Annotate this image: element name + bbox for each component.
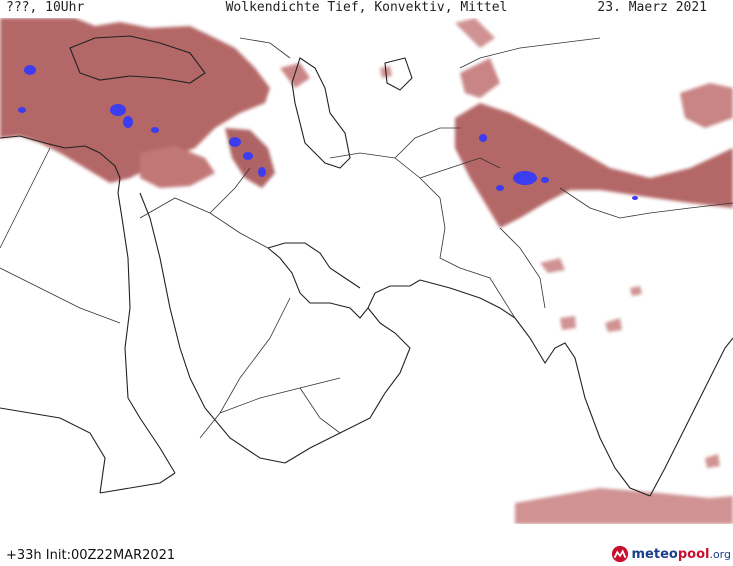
valid-date-label: 23. Maerz 2021 [597,0,707,15]
borders-layer [0,37,733,439]
map-title: Wolkendichte Tief, Konvektiv, Mittel [225,0,508,15]
map-footer: +33h Init:00Z22MAR2021 meteo pool .org [0,540,733,566]
meteopool-logo-icon [611,545,628,563]
brand-text-pool: pool [677,546,710,562]
convective-layer [18,65,638,200]
cloud-layer [0,18,733,524]
brand-text-org: .org [709,547,731,561]
coastlines-layer [0,35,733,497]
valid-time-label: ???, 10Uhr [6,0,85,15]
meteopool-brand[interactable]: meteo pool .org [611,544,731,564]
weather-map [0,18,733,524]
map-canvas [0,18,733,524]
map-header: ???, 10Uhr Wolkendichte Tief, Konvektiv,… [0,0,733,18]
brand-text-meteo: meteo [631,546,678,562]
model-run-info: +33h Init:00Z22MAR2021 [6,548,176,563]
